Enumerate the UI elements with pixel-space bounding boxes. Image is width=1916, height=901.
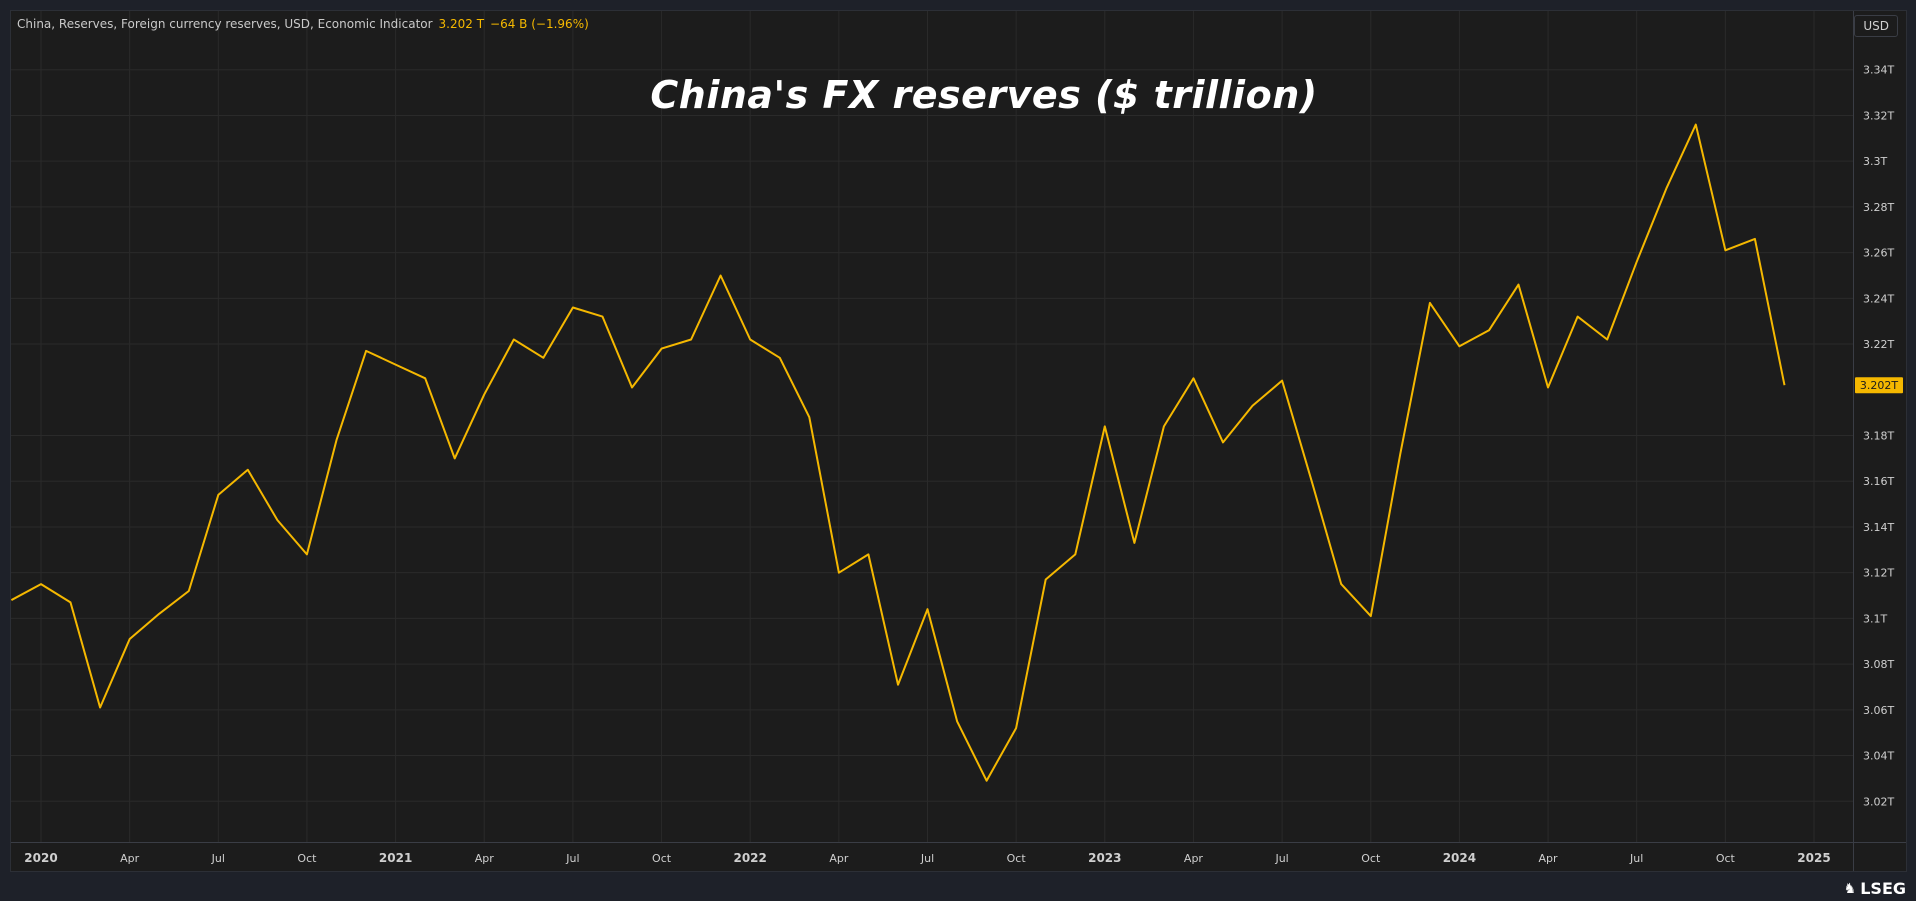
chart-title: China's FX reserves ($ trillion) bbox=[650, 73, 1318, 117]
y-tick-label: 3.04T bbox=[1863, 750, 1894, 763]
y-tick-label: 3.18T bbox=[1863, 430, 1894, 443]
line-chart[interactable]: 3.02T 3.04T 3.06T 3.08T 3.1T 3.12T 3.14T 3.16T 3… bbox=[11, 11, 1906, 871]
x-tick-label: Oct bbox=[1361, 852, 1381, 865]
series-legend[interactable]: China, Reserves, Foreign currency reserv… bbox=[17, 17, 589, 31]
last-value-tag bbox=[1855, 377, 1903, 394]
x-tick-label: Jul bbox=[1274, 852, 1288, 865]
last-value-tag-label: 3.202T bbox=[1860, 379, 1898, 392]
brand-logo: ♞ LSEG bbox=[1844, 879, 1906, 898]
y-tick-label: 3.12T bbox=[1863, 567, 1894, 580]
y-tick-label: 3.28T bbox=[1863, 201, 1894, 214]
y-tick-label: 3.16T bbox=[1863, 475, 1894, 488]
y-tick-label: 3.34T bbox=[1863, 64, 1894, 77]
y-tick-label: 3.32T bbox=[1863, 109, 1894, 122]
series-name: China, Reserves, Foreign currency reserv… bbox=[17, 17, 433, 31]
last-value-readout: 3.202 T bbox=[438, 17, 485, 31]
x-tick-label: Jul bbox=[1629, 852, 1643, 865]
series-line bbox=[11, 123, 1786, 782]
x-tick-label: 2023 bbox=[1088, 851, 1121, 865]
x-tick-label: 2025 bbox=[1797, 851, 1830, 865]
x-tick-label: 2021 bbox=[379, 851, 412, 865]
x-tick-label: Oct bbox=[297, 852, 317, 865]
x-tick-label: Apr bbox=[829, 852, 849, 865]
y-tick-label: 3.24T bbox=[1863, 292, 1894, 305]
x-tick-label: Jul bbox=[920, 852, 934, 865]
y-tick-label: 3.22T bbox=[1863, 338, 1894, 351]
y-tick-label: 3.02T bbox=[1863, 795, 1894, 808]
y-tick-label: 3.3T bbox=[1863, 155, 1887, 168]
y-tick-label: 3.06T bbox=[1863, 704, 1894, 717]
x-tick-label: 2022 bbox=[733, 851, 766, 865]
x-tick-label: Apr bbox=[1539, 852, 1559, 865]
y-tick-label: 3.1T bbox=[1863, 612, 1887, 625]
x-tick-label: Oct bbox=[1716, 852, 1736, 865]
change-readout: −64 B (−1.96%) bbox=[490, 17, 589, 31]
y-tick-label: 3.26T bbox=[1863, 247, 1894, 260]
y-tick-label: 3.08T bbox=[1863, 658, 1894, 671]
x-tick-label: Oct bbox=[652, 852, 672, 865]
x-tick-label: 2024 bbox=[1443, 851, 1476, 865]
x-tick-label: Apr bbox=[120, 852, 140, 865]
x-tick-label: Apr bbox=[1184, 852, 1204, 865]
x-tick-label: 2020 bbox=[24, 851, 57, 865]
x-tick-label: Apr bbox=[475, 852, 495, 865]
x-tick-label: Jul bbox=[211, 852, 225, 865]
x-tick-label: Oct bbox=[1007, 852, 1027, 865]
lion-emblem-icon: ♞ bbox=[1843, 880, 1857, 897]
currency-button[interactable]: USD bbox=[1854, 15, 1898, 37]
chart-panel[interactable]: 3.02T 3.04T 3.06T 3.08T 3.1T 3.12T 3.14T 3.16T 3… bbox=[10, 10, 1907, 872]
x-tick-label: Jul bbox=[565, 852, 579, 865]
brand-name: LSEG bbox=[1860, 879, 1906, 898]
y-tick-label: 3.14T bbox=[1863, 521, 1894, 534]
